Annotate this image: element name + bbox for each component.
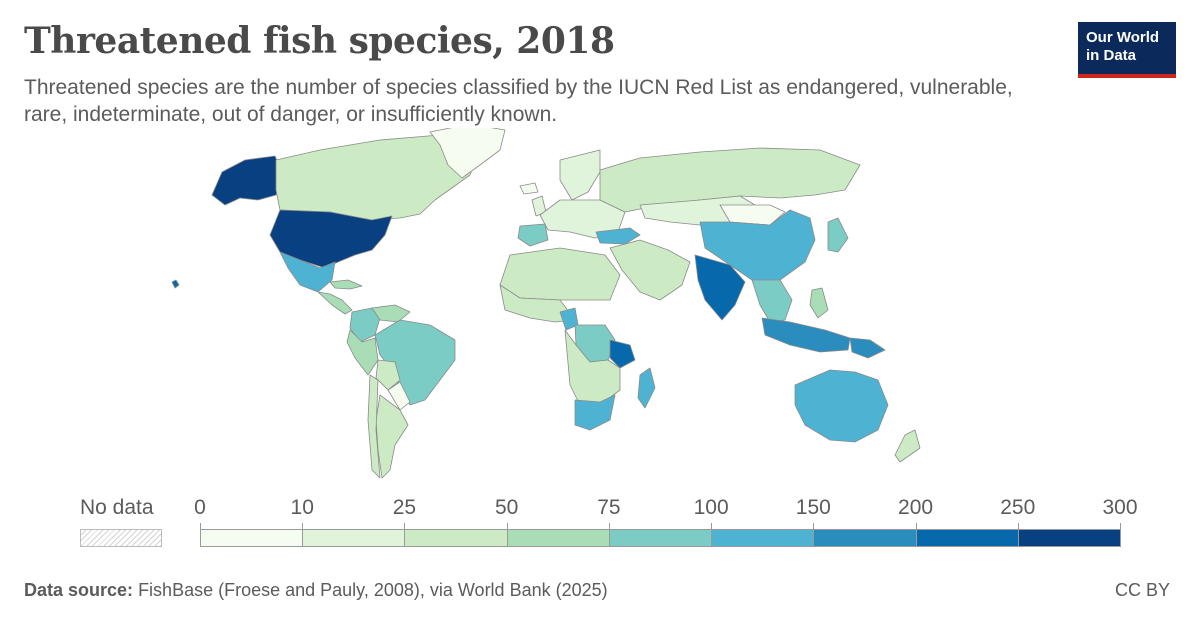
region-argentina[interactable] <box>375 394 409 479</box>
region-bolivia[interactable] <box>375 359 401 391</box>
region-indonesia[interactable] <box>761 317 851 353</box>
region-middle-east[interactable] <box>609 239 691 301</box>
legend-tick <box>1120 523 1121 529</box>
source-text[interactable]: FishBase (Froese and Pauly, 2008), via W… <box>138 580 608 600</box>
legend-swatch-10-25[interactable] <box>302 529 406 547</box>
region-spain[interactable] <box>517 223 549 247</box>
owid-logo[interactable]: Our World in Data <box>1078 22 1176 78</box>
legend-tick <box>711 523 713 529</box>
region-alaska[interactable] <box>211 155 284 206</box>
legend-swatch-0-10[interactable] <box>200 529 304 547</box>
region-russia[interactable] <box>599 147 861 213</box>
region-mexico[interactable] <box>279 251 336 293</box>
legend-tick-label: 300 <box>1102 496 1138 519</box>
legend-tick <box>1017 523 1019 529</box>
region-madagascar[interactable] <box>637 367 656 409</box>
legend-tick <box>608 523 610 529</box>
region-paraguay[interactable] <box>387 381 411 411</box>
legend-swatch-75-100[interactable] <box>608 529 713 547</box>
legend-tick <box>813 523 815 529</box>
chart-subtitle: Threatened species are the number of spe… <box>24 76 1013 126</box>
legend-tick <box>915 523 917 529</box>
chart-title: Threatened fish species, 2018 <box>24 20 615 62</box>
region-north-africa[interactable] <box>499 247 621 301</box>
legend-swatch-150-200[interactable] <box>813 529 917 547</box>
region-china[interactable] <box>699 209 816 281</box>
region-peru[interactable] <box>346 329 379 376</box>
logo-line-1: Our World <box>1086 29 1160 46</box>
legend-tick-label: 50 <box>494 496 519 519</box>
region-south-africa[interactable] <box>574 394 616 431</box>
legend-tick-label: 10 <box>290 496 314 519</box>
legend-tick-label: 150 <box>795 496 831 519</box>
legend-tick-label: 100 <box>693 496 729 519</box>
region-new-zealand[interactable] <box>894 429 921 463</box>
license-link[interactable]: CC BY <box>1114 580 1170 600</box>
region-australia[interactable] <box>794 369 889 443</box>
legend-tick-label: 25 <box>392 496 417 519</box>
legend-tick <box>506 523 508 529</box>
region-southern-africa[interactable] <box>564 329 621 406</box>
no-data-label: No data <box>80 496 154 519</box>
legend-tick-label: 200 <box>898 496 934 519</box>
region-central-america[interactable] <box>317 291 353 315</box>
legend-swatch-50-75[interactable] <box>506 529 610 547</box>
legend-tick <box>404 523 406 529</box>
legend-tick-label: 75 <box>597 496 621 519</box>
source-label: Data source: <box>24 580 134 600</box>
legend-tick <box>200 523 201 529</box>
region-southeast-asia[interactable] <box>751 279 793 323</box>
legend-swatch-100-150[interactable] <box>711 529 815 547</box>
region-japan[interactable] <box>827 217 849 253</box>
data-source: Data source: FishBase (Froese and Pauly,… <box>24 580 608 601</box>
region-philippines[interactable] <box>809 287 829 319</box>
logo-line-2: in Data <box>1086 47 1137 64</box>
map-legend: No data 0 10 25 50 75 100 150 200 250 300 <box>0 492 1200 552</box>
region-papua-new-guinea[interactable] <box>849 337 886 359</box>
region-mongolia[interactable] <box>719 204 786 226</box>
region-tanzania[interactable] <box>609 339 636 369</box>
world-map[interactable] <box>0 128 1200 488</box>
no-data-swatch[interactable] <box>80 529 162 547</box>
legend-tick-label: 250 <box>1000 496 1036 519</box>
region-india[interactable] <box>694 254 746 321</box>
region-turkey[interactable] <box>595 227 641 245</box>
legend-swatch-200-250[interactable] <box>915 529 1019 547</box>
region-iceland[interactable] <box>519 182 539 195</box>
region-greenland[interactable] <box>429 128 506 179</box>
region-hawaii[interactable] <box>171 279 180 289</box>
region-venezuela[interactable] <box>371 304 411 323</box>
legend-swatch-25-50[interactable] <box>404 529 508 547</box>
region-scandinavia[interactable] <box>559 149 601 201</box>
region-chile[interactable] <box>367 374 381 479</box>
region-cuba[interactable] <box>329 279 363 290</box>
legend-swatch-250-300[interactable] <box>1017 529 1121 547</box>
legend-tick <box>302 523 304 529</box>
legend-tick-label: 0 <box>194 496 206 519</box>
